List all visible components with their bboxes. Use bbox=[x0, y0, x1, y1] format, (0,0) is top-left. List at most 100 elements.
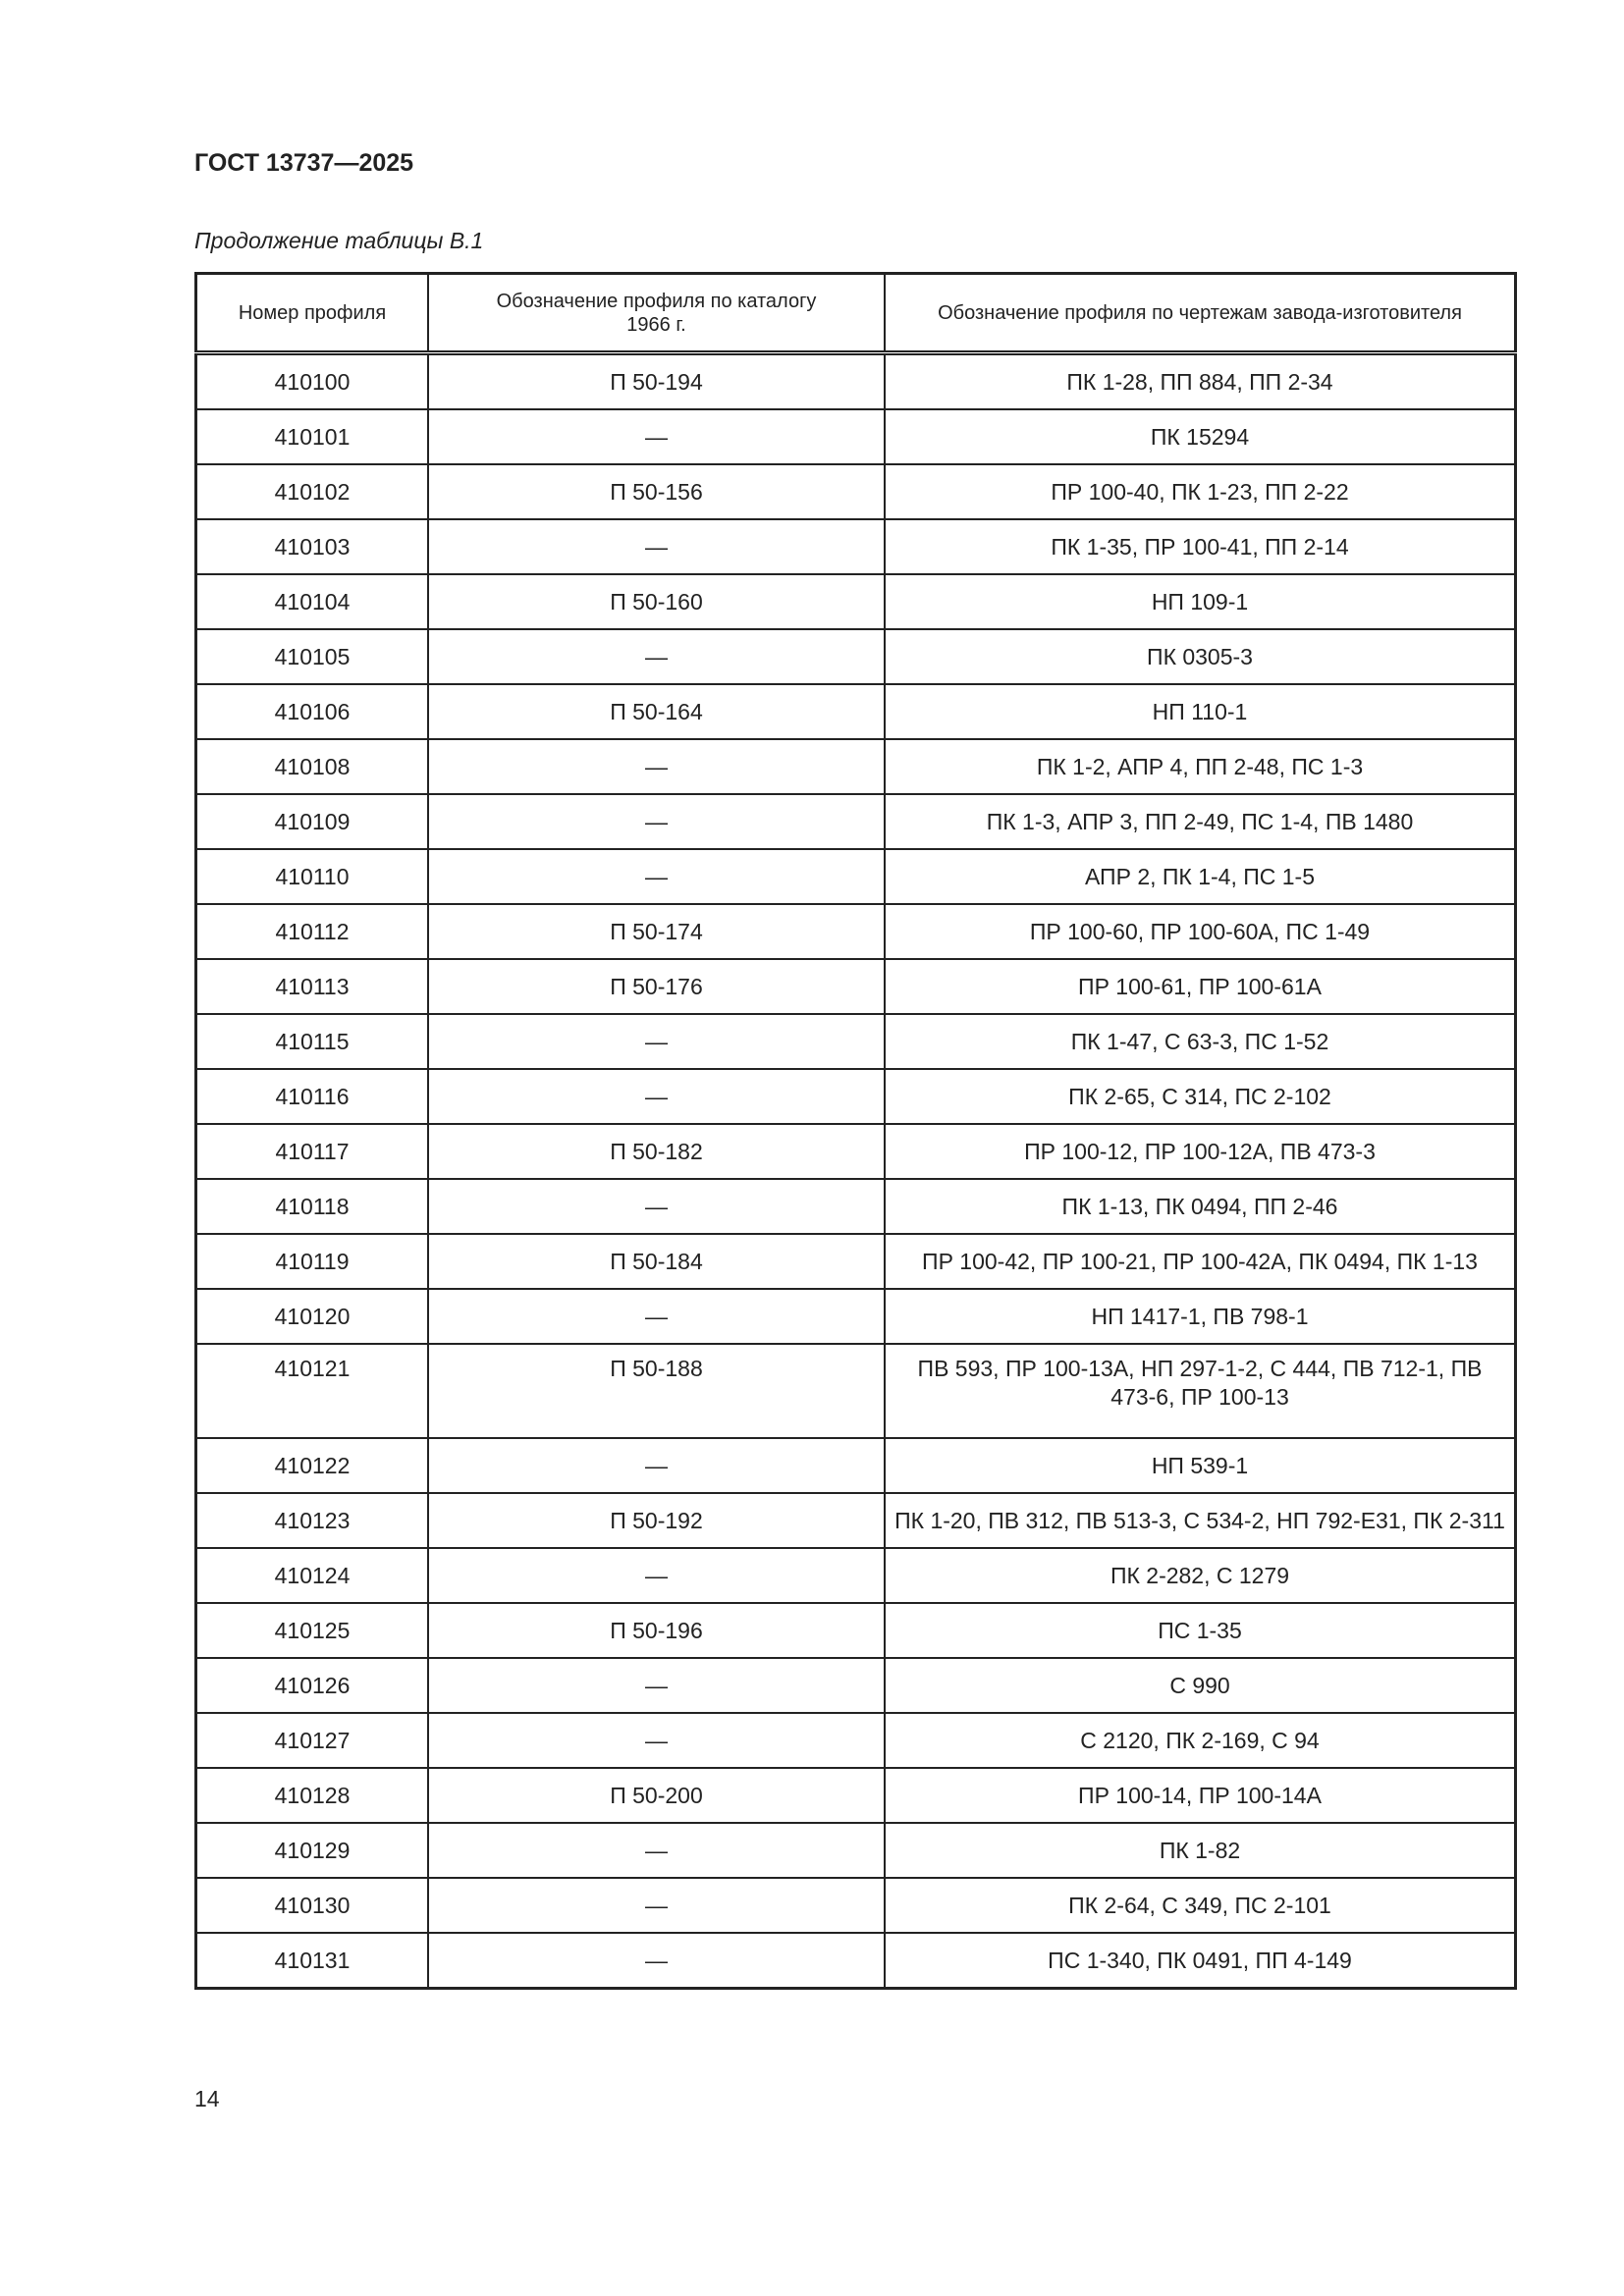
table-caption: Продолжение таблицы В.1 bbox=[194, 228, 484, 253]
cell-factory-designation: ПВ 593, ПР 100-13А, НП 297-1-2, С 444, П… bbox=[884, 1343, 1517, 1439]
cell-factory-designation: НП 539-1 bbox=[884, 1437, 1517, 1494]
cell-factory-designation: НП 1417-1, ПВ 798-1 bbox=[884, 1288, 1517, 1345]
table-row: 410116— ПК 2-65, С 314, ПС 2-102 bbox=[194, 1068, 1517, 1125]
cell-profile-number: 410106 bbox=[194, 683, 429, 740]
cell-profile-number: 410128 bbox=[194, 1767, 429, 1824]
cell-factory-designation: АПР 2, ПК 1-4, ПС 1-5 bbox=[884, 848, 1517, 905]
table-row: 410127— С 2120, ПК 2-169, С 94 bbox=[194, 1712, 1517, 1769]
table-row: 410121 П 50-188 ПВ 593, ПР 100-13А, НП 297… bbox=[194, 1343, 1517, 1439]
cell-profile-number: 410122 bbox=[194, 1437, 429, 1494]
cell-factory-designation: ПС 1-35 bbox=[884, 1602, 1517, 1659]
cell-profile-number: 410104 bbox=[194, 573, 429, 630]
cell-catalog-1966: — bbox=[427, 1068, 886, 1125]
table-row: 410108— ПК 1-2, АПР 4, ПП 2-48, ПС 1-3 bbox=[194, 738, 1517, 795]
cell-catalog-1966: — bbox=[427, 628, 886, 685]
cell-catalog-1966: П 50-160 bbox=[427, 573, 886, 630]
table-row: 410115— ПК 1-47, С 63-3, ПС 1-52 bbox=[194, 1013, 1517, 1070]
table-row: 410110— АПР 2, ПК 1-4, ПС 1-5 bbox=[194, 848, 1517, 905]
cell-catalog-1966: П 50-200 bbox=[427, 1767, 886, 1824]
cell-profile-number: 410130 bbox=[194, 1877, 429, 1934]
cell-profile-number: 410109 bbox=[194, 793, 429, 850]
cell-profile-number: 410118 bbox=[194, 1178, 429, 1235]
cell-factory-designation: ПК 15294 bbox=[884, 408, 1517, 465]
cell-profile-number: 410102 bbox=[194, 463, 429, 520]
cell-factory-designation: ПК 1-82 bbox=[884, 1822, 1517, 1879]
table-row: 410122— НП 539-1 bbox=[194, 1437, 1517, 1494]
cell-catalog-1966: — bbox=[427, 518, 886, 575]
table-header-row: Номер профиля Обозначение профиля по кат… bbox=[194, 272, 1517, 355]
cell-catalog-1966: — bbox=[427, 1437, 886, 1494]
document-title: ГОСТ 13737—2025 bbox=[194, 149, 414, 177]
cell-profile-number: 410123 bbox=[194, 1492, 429, 1549]
table-row: 410113 П 50-176 ПР 100-61, ПР 100-61А bbox=[194, 958, 1517, 1015]
table-row: 410102 П 50-156 ПР 100-40, ПК 1-23, ПП 2-2… bbox=[194, 463, 1517, 520]
cell-catalog-1966: П 50-192 bbox=[427, 1492, 886, 1549]
cell-factory-designation: ПР 100-14, ПР 100-14А bbox=[884, 1767, 1517, 1824]
column-header-factory-drawings: Обозначение профиля по чертежам завода-и… bbox=[884, 272, 1517, 355]
cell-catalog-1966: П 50-182 bbox=[427, 1123, 886, 1180]
cell-catalog-1966: П 50-164 bbox=[427, 683, 886, 740]
cell-catalog-1966: П 50-156 bbox=[427, 463, 886, 520]
cell-profile-number: 410119 bbox=[194, 1233, 429, 1290]
cell-catalog-1966: — bbox=[427, 1288, 886, 1345]
table-row: 410104 П 50-160 НП 109-1 bbox=[194, 573, 1517, 630]
cell-profile-number: 410127 bbox=[194, 1712, 429, 1769]
cell-catalog-1966: — bbox=[427, 1013, 886, 1070]
cell-catalog-1966: — bbox=[427, 1657, 886, 1714]
table-row: 410103— ПК 1-35, ПР 100-41, ПП 2-14 bbox=[194, 518, 1517, 575]
table-row: 410120— НП 1417-1, ПВ 798-1 bbox=[194, 1288, 1517, 1345]
table-row: 410125 П 50-196 ПС 1-35 bbox=[194, 1602, 1517, 1659]
table-row: 410105— ПК 0305-3 bbox=[194, 628, 1517, 685]
cell-profile-number: 410108 bbox=[194, 738, 429, 795]
cell-factory-designation: ПР 100-12, ПР 100-12А, ПВ 473-3 bbox=[884, 1123, 1517, 1180]
cell-catalog-1966: — bbox=[427, 1877, 886, 1934]
cell-factory-designation: ПК 1-47, С 63-3, ПС 1-52 bbox=[884, 1013, 1517, 1070]
table-row: 410129— ПК 1-82 bbox=[194, 1822, 1517, 1879]
column-header-profile-number: Номер профиля bbox=[194, 272, 429, 355]
table-body: 410100 П 50-194 ПК 1-28, ПП 884, ПП 2-34 41… bbox=[194, 351, 1517, 1990]
cell-catalog-1966: — bbox=[427, 1178, 886, 1235]
table-row: 410128 П 50-200 ПР 100-14, ПР 100-14А bbox=[194, 1767, 1517, 1824]
table-row: 410130— ПК 2-64, С 349, ПС 2-101 bbox=[194, 1877, 1517, 1934]
cell-profile-number: 410101 bbox=[194, 408, 429, 465]
table-row: 410101— ПК 15294 bbox=[194, 408, 1517, 465]
cell-profile-number: 410105 bbox=[194, 628, 429, 685]
cell-profile-number: 410124 bbox=[194, 1547, 429, 1604]
cell-catalog-1966: П 50-194 bbox=[427, 351, 886, 410]
cell-catalog-1966: — bbox=[427, 738, 886, 795]
cell-profile-number: 410110 bbox=[194, 848, 429, 905]
cell-factory-designation: ПК 1-35, ПР 100-41, ПП 2-14 bbox=[884, 518, 1517, 575]
cell-factory-designation: ПК 1-13, ПК 0494, ПП 2-46 bbox=[884, 1178, 1517, 1235]
cell-profile-number: 410103 bbox=[194, 518, 429, 575]
cell-factory-designation: ПК 2-65, С 314, ПС 2-102 bbox=[884, 1068, 1517, 1125]
table-row: 410109— ПК 1-3, АПР 3, ПП 2-49, ПС 1-4, П… bbox=[194, 793, 1517, 850]
cell-factory-designation: ПК 2-64, С 349, ПС 2-101 bbox=[884, 1877, 1517, 1934]
cell-profile-number: 410125 bbox=[194, 1602, 429, 1659]
cell-catalog-1966: — bbox=[427, 408, 886, 465]
table-row: 410100 П 50-194 ПК 1-28, ПП 884, ПП 2-34 bbox=[194, 351, 1517, 410]
cell-factory-designation: С 990 bbox=[884, 1657, 1517, 1714]
table-row: 410106 П 50-164 НП 110-1 bbox=[194, 683, 1517, 740]
table-row: 410124— ПК 2-282, С 1279 bbox=[194, 1547, 1517, 1604]
cell-catalog-1966: П 50-174 bbox=[427, 903, 886, 960]
table-row: 410119 П 50-184 ПР 100-42, ПР 100-21, ПР 1… bbox=[194, 1233, 1517, 1290]
table-row: 410123 П 50-192 ПК 1-20, ПВ 312, ПВ 513-3,… bbox=[194, 1492, 1517, 1549]
cell-profile-number: 410116 bbox=[194, 1068, 429, 1125]
cell-catalog-1966: — bbox=[427, 1932, 886, 1990]
cell-factory-designation: ПК 2-282, С 1279 bbox=[884, 1547, 1517, 1604]
cell-catalog-1966: П 50-188 bbox=[427, 1343, 886, 1439]
cell-factory-designation: ПК 1-3, АПР 3, ПП 2-49, ПС 1-4, ПВ 1480 bbox=[884, 793, 1517, 850]
cell-catalog-1966: — bbox=[427, 793, 886, 850]
page-number: 14 bbox=[194, 2086, 220, 2111]
table-row: 410131— ПС 1-340, ПК 0491, ПП 4-149 bbox=[194, 1932, 1517, 1990]
cell-profile-number: 410131 bbox=[194, 1932, 429, 1990]
table-row: 410118— ПК 1-13, ПК 0494, ПП 2-46 bbox=[194, 1178, 1517, 1235]
cell-profile-number: 410121 bbox=[194, 1343, 429, 1439]
cell-factory-designation: ПР 100-42, ПР 100-21, ПР 100-42А, ПК 049… bbox=[884, 1233, 1517, 1290]
cell-catalog-1966: П 50-176 bbox=[427, 958, 886, 1015]
cell-profile-number: 410126 bbox=[194, 1657, 429, 1714]
cell-catalog-1966: — bbox=[427, 1712, 886, 1769]
cell-factory-designation: НП 109-1 bbox=[884, 573, 1517, 630]
cell-factory-designation: ПР 100-60, ПР 100-60А, ПС 1-49 bbox=[884, 903, 1517, 960]
column-header-catalog-1966: Обозначение профиля по каталогу 1966 г. bbox=[427, 272, 886, 355]
